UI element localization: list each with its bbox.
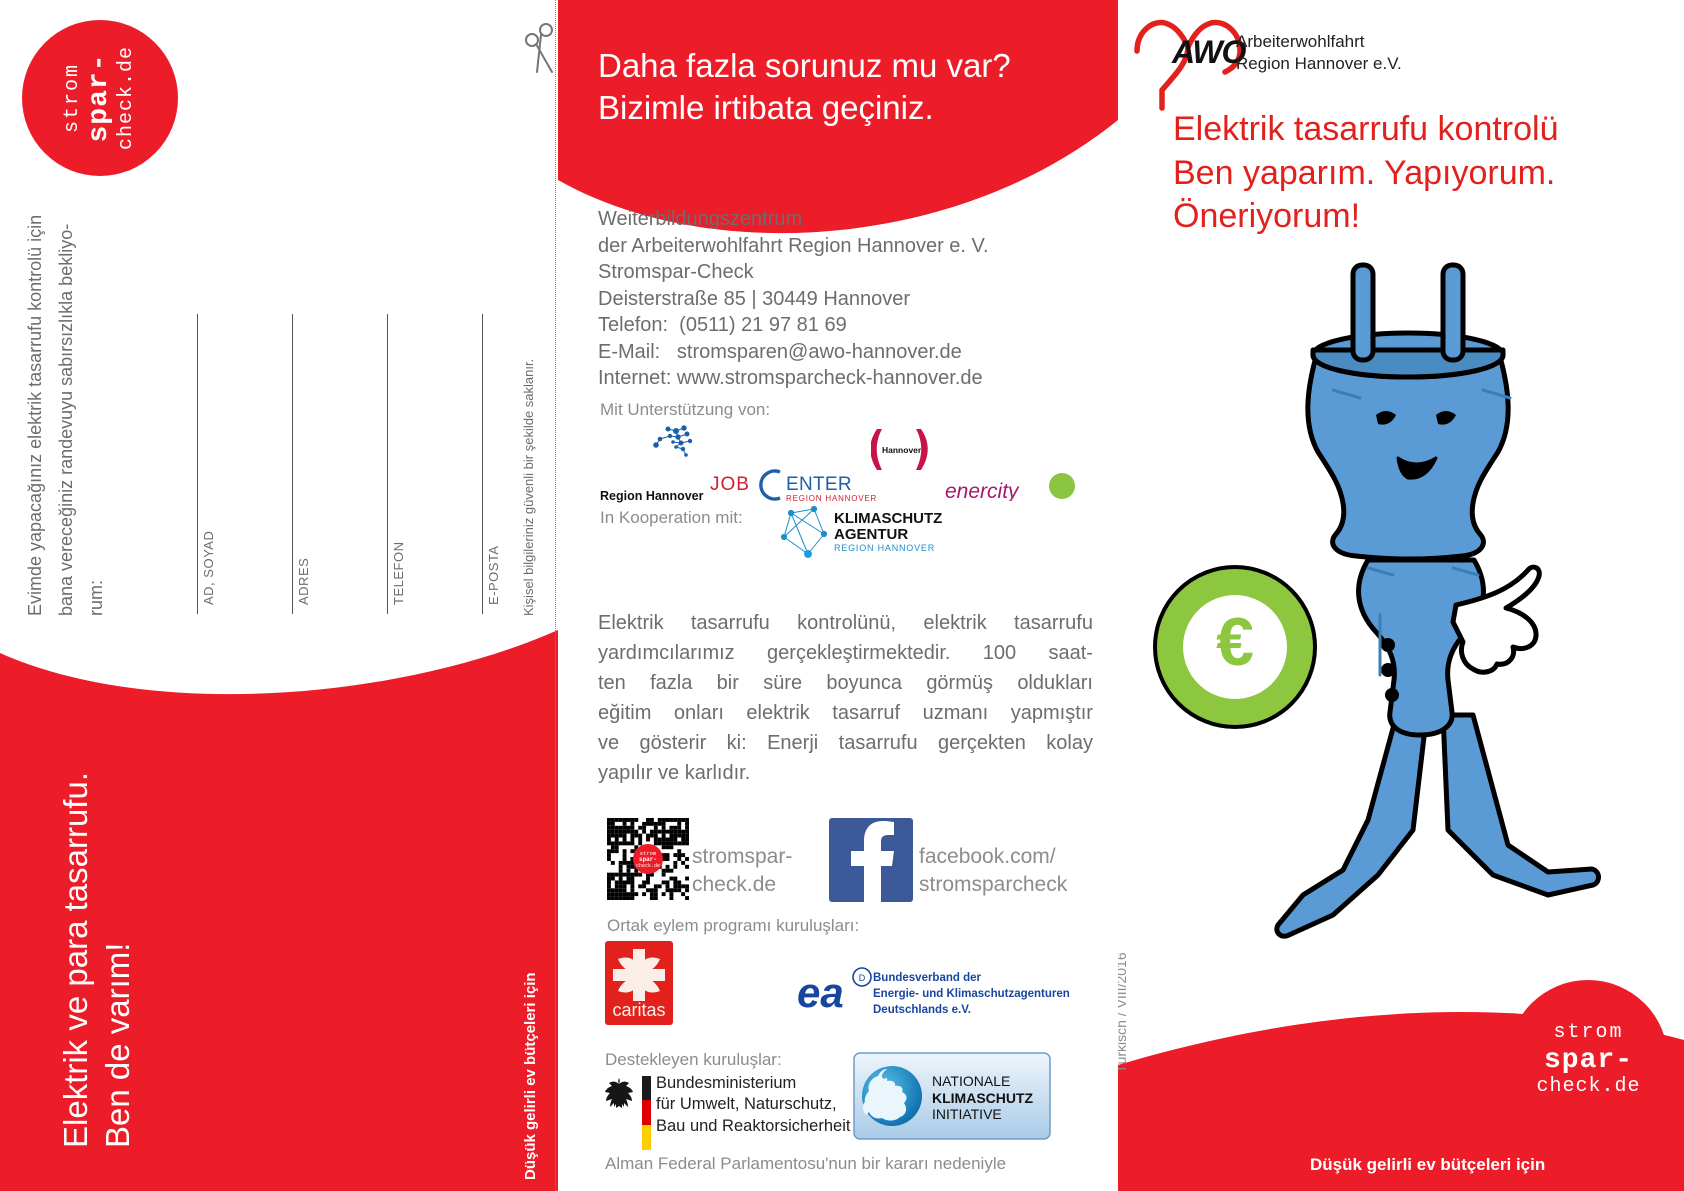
svg-text:INITIATIVE: INITIATIVE [932, 1106, 1002, 1122]
svg-text:enercity: enercity [945, 480, 1020, 501]
svg-text:KLIMASCHUTZ: KLIMASCHUTZ [834, 510, 942, 527]
svg-text:D: D [859, 973, 866, 983]
svg-text:Hannover: Hannover [882, 445, 922, 455]
svg-text:AGENTUR: AGENTUR [834, 526, 908, 543]
svg-text:ENTER: ENTER [786, 474, 852, 495]
svg-text:REGION HANNOVER: REGION HANNOVER [834, 543, 935, 553]
svg-text:KLIMASCHUTZ: KLIMASCHUTZ [932, 1090, 1034, 1106]
svg-text:check.de: check.de [636, 863, 660, 869]
svg-text:NATIONALE: NATIONALE [932, 1073, 1010, 1089]
svg-text:Deutschlands e.V.: Deutschlands e.V. [873, 1004, 971, 1016]
svg-text:caritas: caritas [612, 1000, 665, 1020]
svg-text:JOB: JOB [710, 474, 750, 495]
svg-text:ea: ea [797, 969, 844, 1016]
svg-text:Energie- und Klimaschutzagentu: Energie- und Klimaschutzagenturen [873, 988, 1070, 1000]
svg-text:spar-: spar- [639, 856, 657, 863]
svg-text:Bundesverband der: Bundesverband der [873, 972, 982, 984]
svg-text:€: € [1216, 604, 1254, 680]
